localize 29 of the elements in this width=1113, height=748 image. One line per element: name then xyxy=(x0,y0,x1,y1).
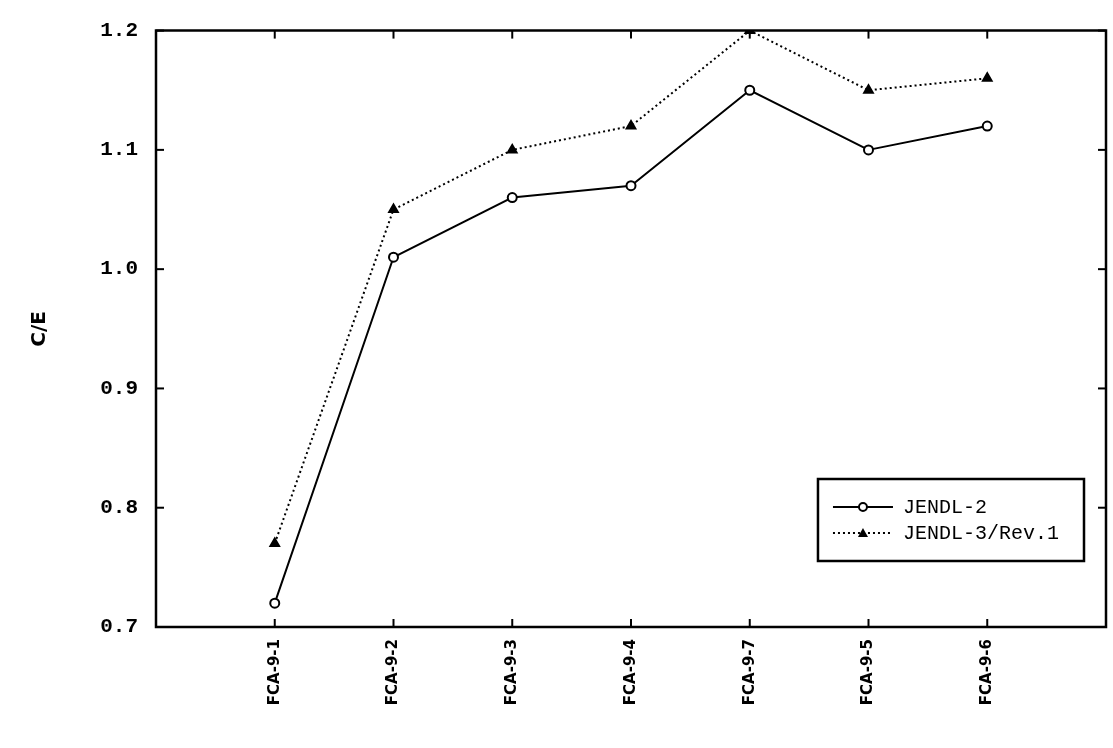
y-tick-label: 1.0 xyxy=(100,257,138,281)
point xyxy=(506,143,518,154)
y-tick-label: 1.2 xyxy=(100,18,138,42)
point xyxy=(625,120,637,130)
point xyxy=(981,72,993,82)
point xyxy=(863,84,874,94)
y-tick-label: 1.1 xyxy=(100,138,138,162)
point xyxy=(744,84,756,96)
legend-label: JENDL-3/Rev.1 xyxy=(902,522,1060,546)
x-tick-label: FCA-9-2 xyxy=(383,639,402,706)
x-tick-label: FCA-9-4 xyxy=(620,639,639,706)
point xyxy=(506,192,518,204)
point xyxy=(981,120,993,132)
x-tick-label: FCA-9-7 xyxy=(739,639,758,706)
point xyxy=(269,537,281,547)
point xyxy=(388,251,399,263)
x-tick-label: FCA-9-5 xyxy=(858,639,877,706)
x-tick-label: FCA-9-3 xyxy=(502,639,521,706)
x-tick-label: FCA-9-1 xyxy=(264,639,283,706)
y-tick-label: 0.9 xyxy=(100,376,138,400)
y-axis-title: C/E xyxy=(26,310,51,347)
point xyxy=(388,203,399,214)
point xyxy=(863,144,874,156)
x-tick-label: FCA-9-6 xyxy=(977,639,996,706)
y-tick-label: 0.7 xyxy=(100,615,138,639)
point xyxy=(625,180,637,192)
point xyxy=(269,597,281,609)
y-tick-label: 0.8 xyxy=(100,496,138,520)
legend-label: JENDL-2 xyxy=(902,496,987,520)
